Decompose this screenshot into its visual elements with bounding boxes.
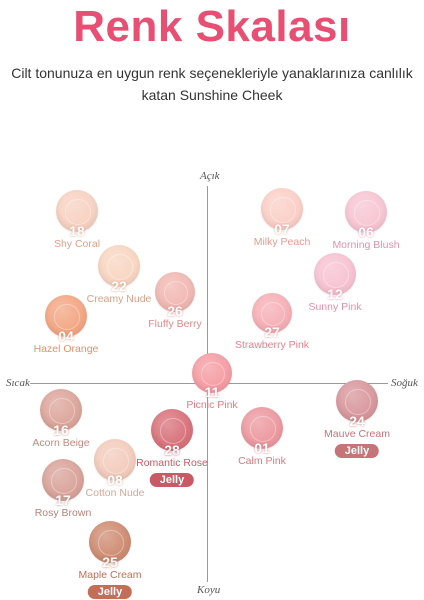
shade-name: Milky Peach <box>253 236 311 248</box>
blush-disc-11 <box>192 353 232 393</box>
shade-number: 01 <box>254 440 270 456</box>
shade-number: 04 <box>58 328 74 344</box>
shade-number: 27 <box>264 324 280 340</box>
shade-number: 18 <box>69 223 85 239</box>
shade-number: 22 <box>111 278 127 294</box>
shade-number: 12 <box>327 286 343 302</box>
shade-name: Creamy Nude <box>86 293 152 305</box>
blush-disc-01 <box>241 407 283 449</box>
page-title: Renk Skalası <box>73 2 351 51</box>
shade-number: 06 <box>358 224 374 240</box>
shade-number: 28 <box>164 442 180 458</box>
shade-name: Strawberry Pink <box>234 339 310 351</box>
axis-label-left: Sıcak <box>6 377 30 389</box>
shade-name: Picnic Pink <box>186 399 238 411</box>
blush-disc-04 <box>45 295 87 337</box>
blush-disc-27 <box>252 293 292 333</box>
page-subtitle: Cilt tonunuza en uygun renk seçenekleriy… <box>11 65 413 103</box>
shade-name: Hazel Orange <box>33 343 99 355</box>
jelly-badge: Jelly <box>334 444 380 458</box>
shade-name: Mauve Cream <box>324 428 390 440</box>
shade-name: Sunny Pink <box>308 301 362 313</box>
shade-name: Morning Blush <box>332 239 400 251</box>
blush-disc-06 <box>345 191 387 233</box>
shade-name: Acorn Beige <box>32 437 90 449</box>
shade-name: Rosy Brown <box>34 507 92 519</box>
axis-label-right: Soğuk <box>391 377 418 389</box>
blush-disc-24 <box>336 380 378 422</box>
shade-name: Cotton Nude <box>85 487 145 499</box>
blush-disc-17 <box>42 459 84 501</box>
axis-label-bottom: Koyu <box>197 584 221 596</box>
shade-number: 11 <box>204 384 220 400</box>
blush-disc-28 <box>151 409 193 451</box>
shade-number: 08 <box>107 472 123 488</box>
blush-disc-22 <box>98 245 140 287</box>
shade-number: 26 <box>167 303 183 319</box>
axis-label-top: Açık <box>200 170 220 182</box>
blush-disc-25 <box>89 521 131 563</box>
shade-name: Fluffy Berry <box>148 318 202 330</box>
blush-disc-08 <box>94 439 136 481</box>
shade-name: Romantic Rose <box>136 457 208 469</box>
blush-disc-07 <box>261 188 303 230</box>
shade-number: 25 <box>102 554 118 570</box>
shade-number: 17 <box>55 492 71 508</box>
shade-name: Maple Cream <box>78 569 142 581</box>
shade-name: Calm Pink <box>238 455 286 467</box>
jelly-badge: Jelly <box>149 473 195 487</box>
shade-number: 07 <box>274 221 290 237</box>
shade-number: 16 <box>53 422 69 438</box>
shade-number: 24 <box>349 413 365 429</box>
blush-disc-12 <box>314 253 356 295</box>
blush-disc-26 <box>155 272 195 312</box>
jelly-badge: Jelly <box>87 585 133 599</box>
shade-name: Shy Coral <box>53 238 101 250</box>
blush-disc-18 <box>56 190 98 232</box>
blush-disc-16 <box>40 389 82 431</box>
